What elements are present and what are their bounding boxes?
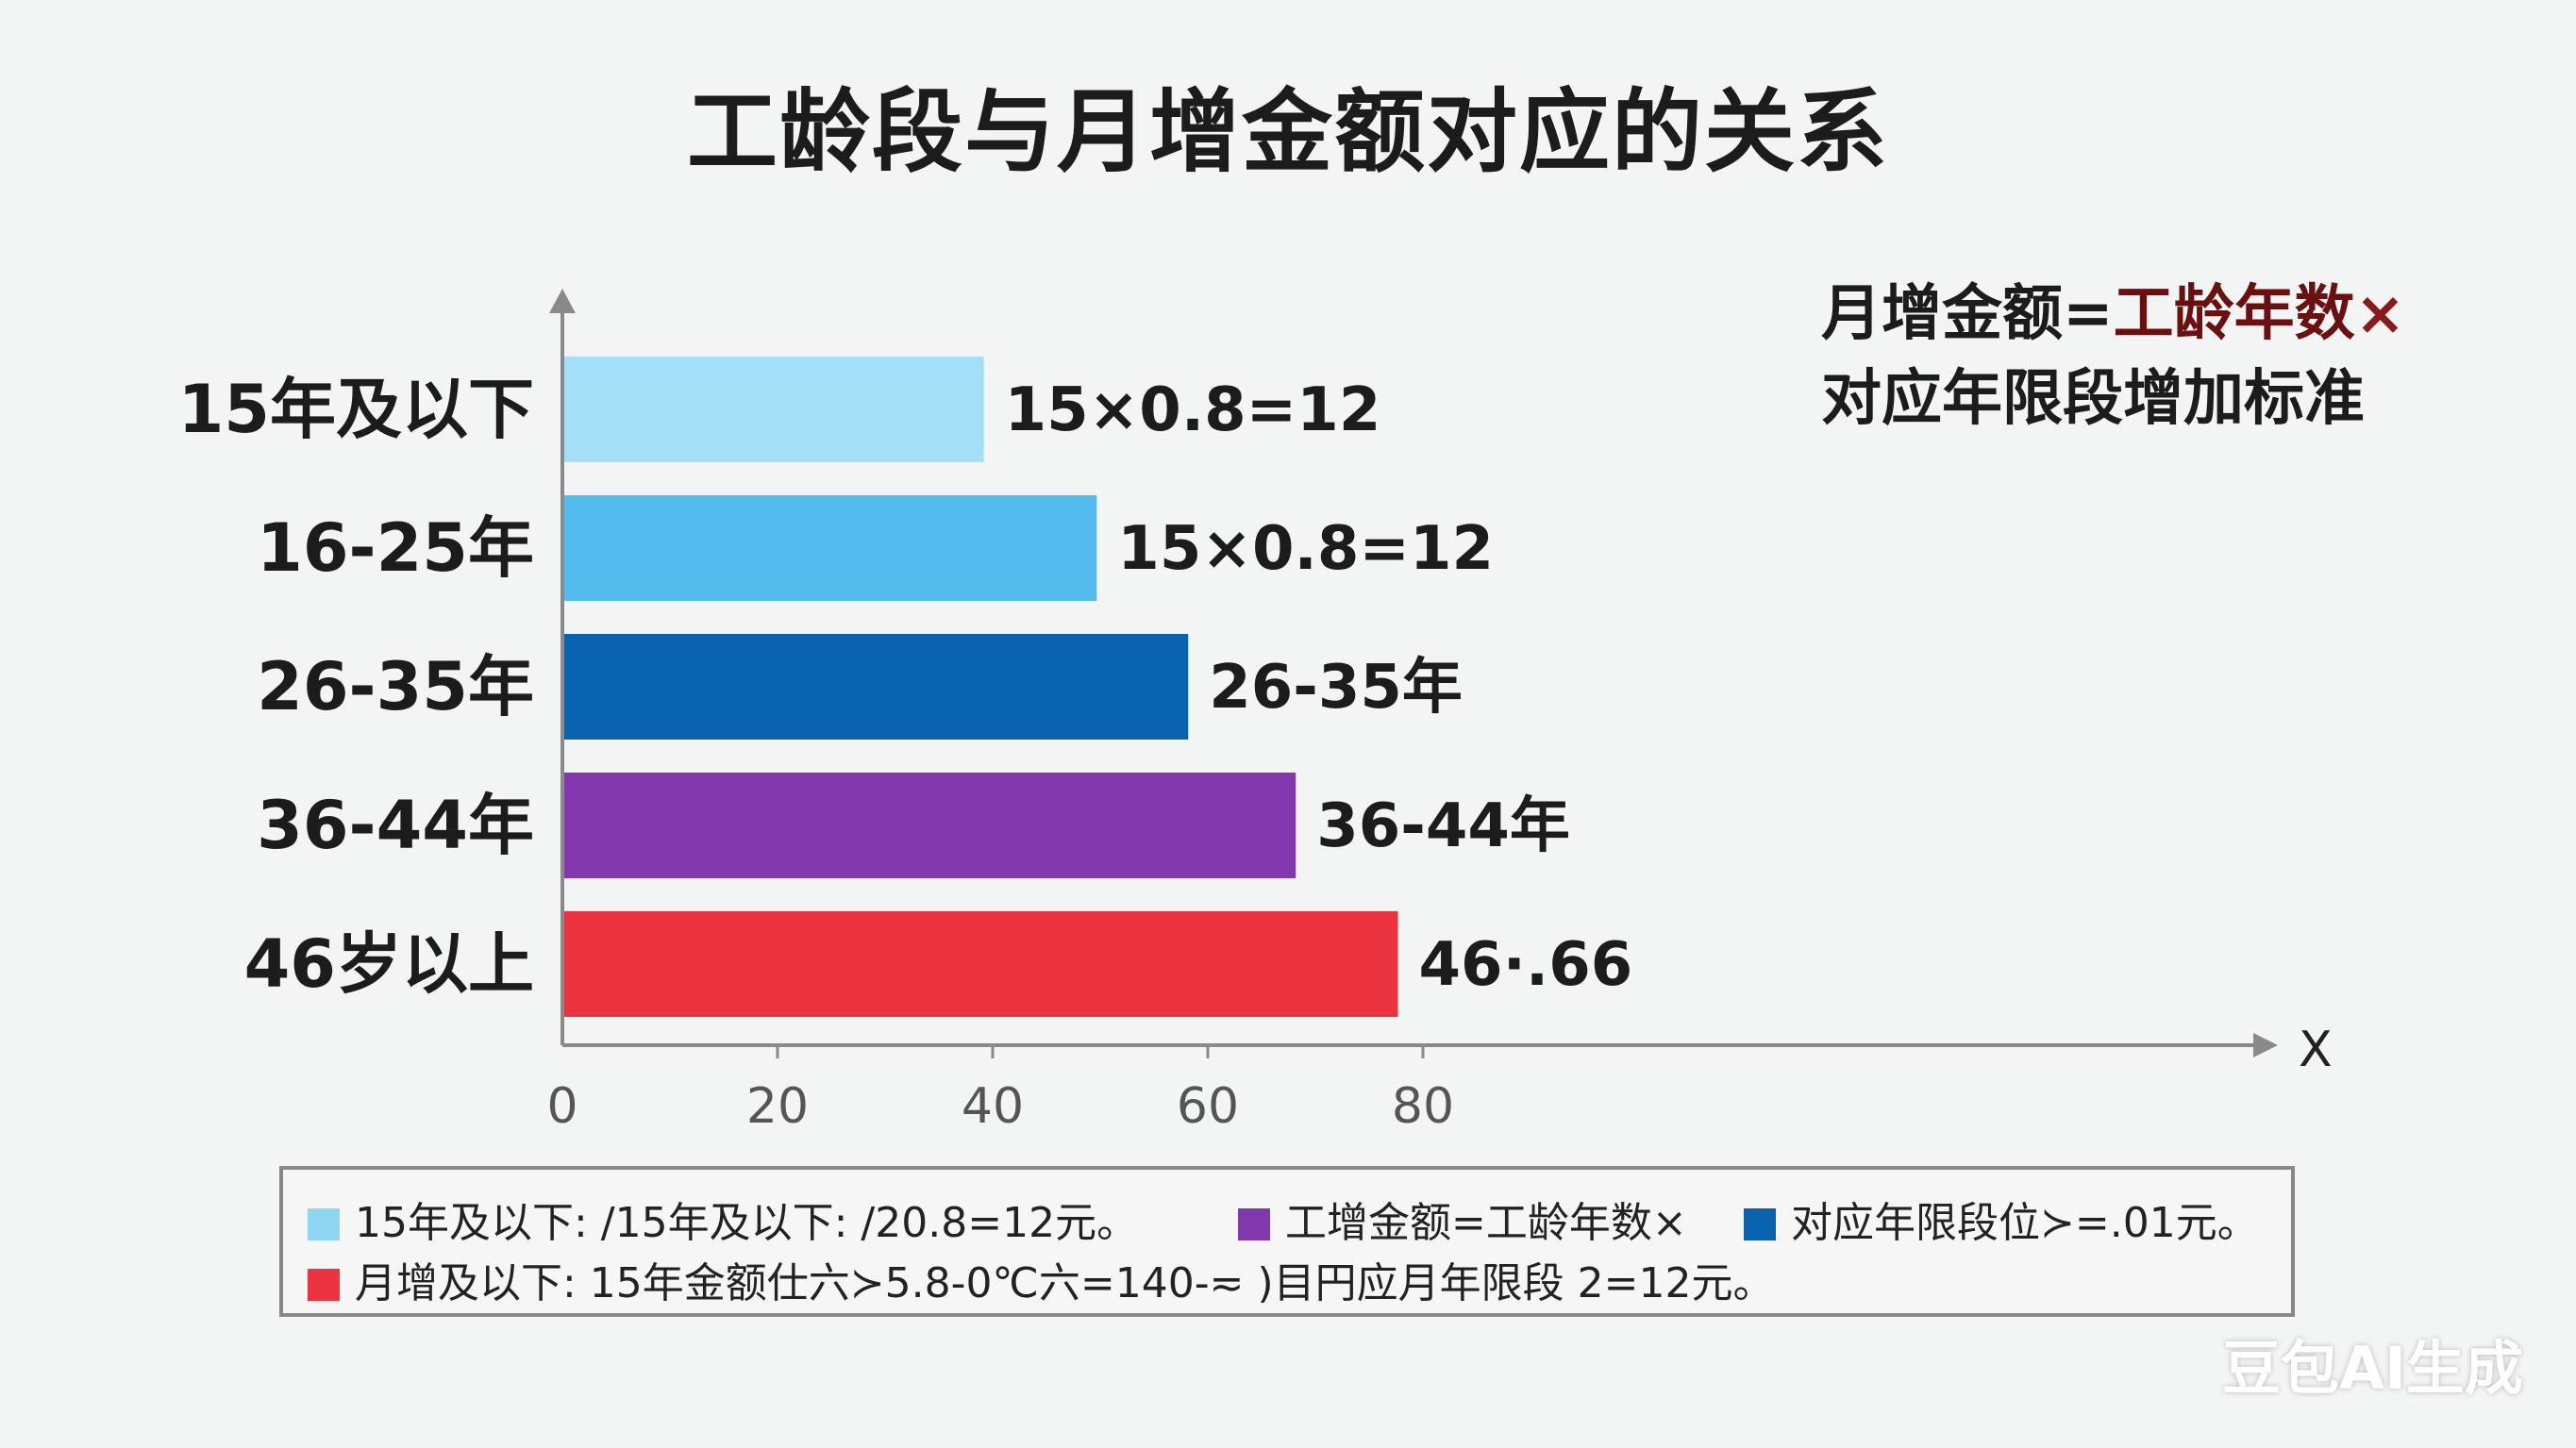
watermark-logo: 豆包AI生成	[2222, 1334, 2524, 1403]
legend-label-1: 15年及以下: /15年及以下: /20.8=12元。	[355, 1199, 1139, 1247]
data-label-1: 15×0.8=12	[1005, 375, 1381, 445]
legend-swatch-3	[1744, 1208, 1776, 1240]
bar-4	[564, 773, 1296, 878]
bar-3	[564, 634, 1189, 740]
x-tick-label-80: 80	[1392, 1078, 1454, 1135]
legend-swatch-1	[308, 1208, 340, 1240]
x-axis-arrow	[2253, 1033, 2278, 1057]
data-label-5: 46·.66	[1419, 930, 1633, 1000]
formula-part-1: 月增金额=	[1821, 279, 2114, 349]
category-label-5: 46岁以上	[244, 925, 534, 1003]
x-tick-label-0: 0	[546, 1078, 577, 1135]
legend-label-2: 工增金额=工龄年数×	[1285, 1199, 1687, 1247]
legend-swatch-2	[1238, 1208, 1270, 1240]
category-label-2: 16-25年	[257, 509, 534, 587]
legend-item-3: 对应年限段位≻=.01元。	[1744, 1189, 2259, 1249]
y-axis-arrow	[549, 289, 576, 313]
legend-item-4: 月增及以下: 15年金额仕六≻5.8-0℃六=140-≂ )目円应月年限段 2=…	[308, 1249, 1775, 1309]
legend-label-4: 月增及以下: 15年金额仕六≻5.8-0℃六=140-≂ )目円应月年限段 2=…	[355, 1259, 1775, 1307]
category-label-4: 36-44年	[257, 787, 534, 864]
chart-legend: 15年及以下: /15年及以下: /20.8=12元。 工增金额=工龄年数× 对…	[279, 1166, 2295, 1317]
x-axis-label: X	[2299, 1022, 2333, 1078]
category-label-3: 26-35年	[257, 648, 534, 725]
bar-2	[564, 495, 1097, 601]
formula-part-3: ×	[2354, 279, 2406, 349]
x-tick-label-40: 40	[962, 1078, 1024, 1135]
x-tick-label-20: 20	[746, 1078, 809, 1135]
bar-5	[564, 911, 1398, 1017]
data-label-2: 15×0.8=12	[1117, 514, 1494, 584]
chart-title: 工龄段与月增金额对应的关系	[687, 79, 1889, 185]
formula-part-2: 工龄年数	[2113, 279, 2355, 349]
x-tick-label-60: 60	[1177, 1078, 1239, 1135]
formula-line-2: 对应年限段增加标准	[1821, 364, 2365, 434]
formula-line-1: 月增金额=工龄年数×	[1821, 272, 2405, 357]
legend-swatch-4	[308, 1269, 340, 1301]
data-label-3: 26-35年	[1209, 653, 1463, 723]
legend-item-1: 15年及以下: /15年及以下: /20.8=12元。	[308, 1189, 1138, 1249]
legend-item-2: 工增金额=工龄年数×	[1238, 1189, 1687, 1249]
category-label-1: 15年及以下	[178, 371, 534, 448]
data-label-4: 36-44年	[1316, 791, 1570, 861]
legend-label-3: 对应年限段位≻=.01元。	[1791, 1199, 2259, 1247]
formula-annotation: 月增金额=工龄年数× 对应年限段增加标准	[1821, 272, 2405, 441]
bar-1	[564, 357, 984, 462]
